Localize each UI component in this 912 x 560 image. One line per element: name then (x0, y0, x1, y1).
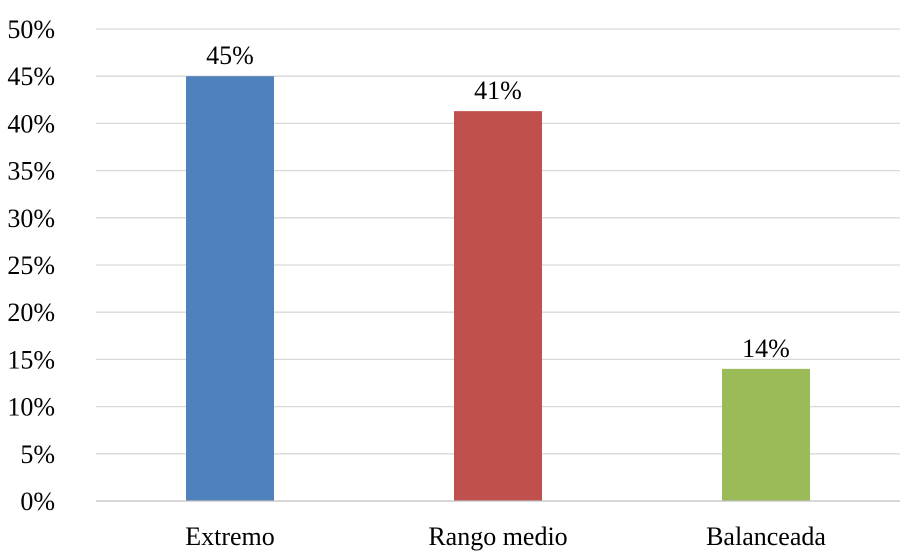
y-tick-label: 35% (7, 157, 55, 186)
data-labels: 45% 41% 14% (206, 41, 790, 363)
y-tick-label: 15% (7, 345, 55, 374)
bars (186, 76, 810, 502)
data-label: 41% (474, 76, 522, 105)
y-axis-ticks: 0% 5% 10% 15% 20% 25% 30% 35% 40% 45% 50% (7, 15, 55, 516)
y-tick-label: 10% (7, 393, 55, 422)
x-category-label: Rango medio (428, 522, 567, 551)
y-tick-label: 20% (7, 298, 55, 327)
x-category-label: Balanceada (706, 522, 826, 551)
y-tick-label: 30% (7, 204, 55, 233)
bar (722, 368, 810, 501)
y-tick-label: 0% (20, 487, 55, 516)
y-tick-label: 50% (7, 15, 55, 44)
data-label: 45% (206, 41, 254, 70)
y-tick-label: 25% (7, 251, 55, 280)
y-tick-label: 40% (7, 109, 55, 138)
x-category-label: Extremo (185, 522, 275, 551)
bar (454, 111, 542, 502)
bar (186, 76, 274, 501)
x-axis-categories: Extremo Rango medio Balanceada (185, 522, 826, 551)
data-label: 14% (742, 334, 790, 363)
y-tick-label: 5% (20, 440, 55, 469)
y-tick-label: 45% (7, 62, 55, 91)
